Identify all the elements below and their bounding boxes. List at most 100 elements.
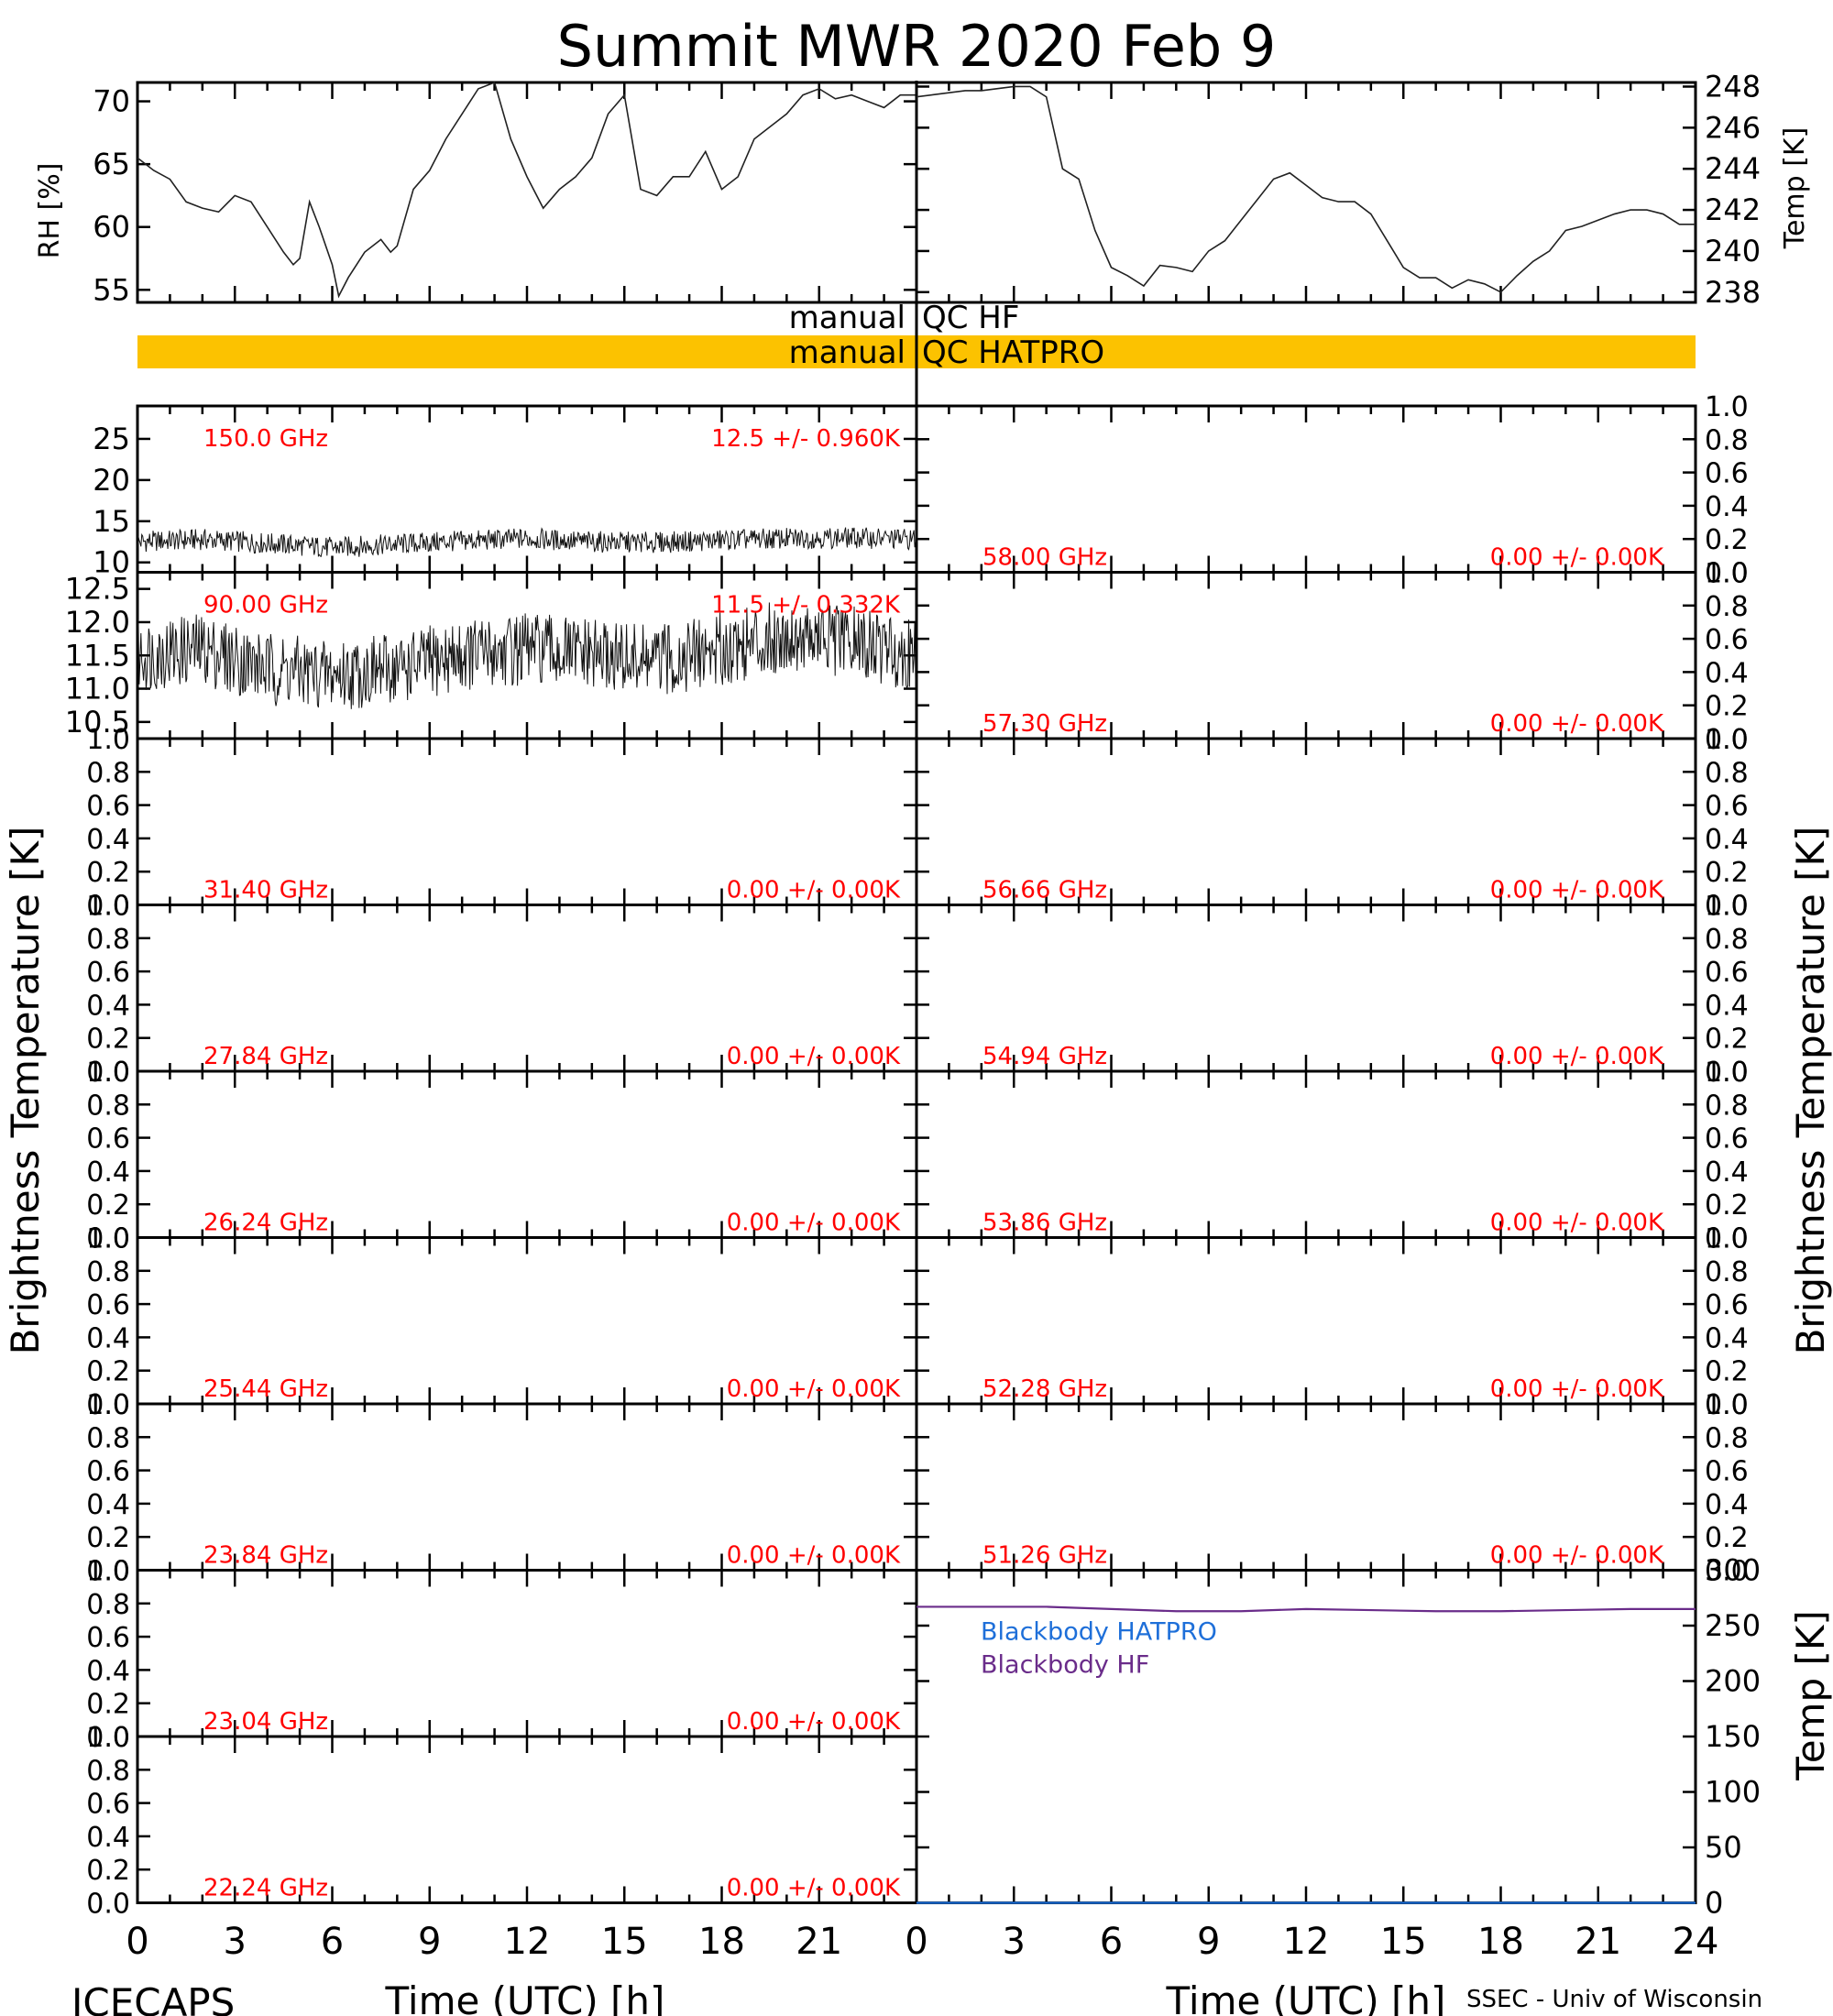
ylabel-temp-bottom: Temp [K]	[1788, 1610, 1833, 1781]
x-tick-right: 0	[905, 1921, 927, 1963]
panel-left-2-ytick-label: 12.5	[65, 572, 130, 607]
panel-right-3-ytick-label: 0.0	[1705, 891, 1749, 923]
panel-left-9-ytick-label: 0.8	[86, 1755, 130, 1787]
x-tick-right: 18	[1477, 1921, 1524, 1963]
rh-panel-frame	[136, 81, 918, 304]
panel-left-8-freq-label: 23.04 GHz	[203, 1708, 328, 1736]
qc-hf-right-label: QC HF	[922, 300, 1019, 336]
panel-left-5-stat-label: 0.00 +/- 0.00K	[727, 1210, 901, 1237]
panel-left-3-ytick-label: 0.8	[86, 757, 130, 789]
footer-left: ICECAPS	[71, 1980, 235, 2016]
x-tick-left: 12	[504, 1921, 551, 1963]
panel-left-4-ytick-label: 1.0	[86, 891, 130, 923]
panel-right-4-ytick-label: 0.2	[1705, 1024, 1749, 1056]
panel-left-1-ytick-label: 15	[93, 504, 130, 539]
ylabel-brightness-right: Brightness Temperature [K]	[1788, 827, 1833, 1355]
temp-panel-ytick-label: 242	[1705, 192, 1761, 227]
panel-right-6-ytick-label: 1.0	[1705, 1223, 1749, 1255]
panel-left-8-ytick-label: 0.2	[86, 1689, 130, 1721]
panel-left-3-stat-label: 0.00 +/- 0.00K	[727, 877, 901, 904]
panel-left-8-ytick-label: 0.8	[86, 1589, 130, 1621]
panel-left-6-ytick-label: 0.8	[86, 1256, 130, 1288]
panel-left-2-ytick-label: 11.0	[65, 672, 130, 707]
panel-right-7-ytick-label: 0.8	[1705, 1422, 1749, 1454]
panel-left-2-series-line	[137, 602, 917, 709]
panel-left-5-ytick-label: 0.8	[86, 1090, 130, 1122]
blackbody-panel-ytick-label: 300	[1705, 1553, 1761, 1588]
panel-right-4-freq-label: 54.94 GHz	[982, 1043, 1107, 1070]
panel-left-6-ytick-label: 0.0	[86, 1389, 130, 1421]
blackbody-legend-1: Blackbody HATPRO	[981, 1618, 1217, 1647]
panel-left-9-ytick-label: 0.4	[86, 1822, 130, 1854]
panel-right-7-ytick-label: 0.0	[1705, 1556, 1749, 1588]
panel-left-4-stat-label: 0.00 +/- 0.00K	[727, 1043, 901, 1070]
panel-right-2-ytick-label: 0.0	[1705, 724, 1749, 756]
x-tick-right: 15	[1380, 1921, 1427, 1963]
x-tick-right: 6	[1100, 1921, 1123, 1963]
panel-left-4-ytick-label: 0.8	[86, 924, 130, 956]
panels: 55 60 65 70 238 240 242 244 246 248 10 15 20 25 150.0 …	[65, 69, 1761, 1920]
panel-right-3-ytick-label: 0.2	[1705, 857, 1749, 889]
qc-hatpro-right-label: QC HATPRO	[922, 334, 1104, 371]
panel-right-4-stat-label: 0.00 +/- 0.00K	[1490, 1043, 1664, 1070]
panel-right-1-ytick-label: 1.0	[1705, 391, 1749, 423]
panel-right-5-freq-label: 53.86 GHz	[982, 1210, 1107, 1237]
blackbody-panel-ytick-label: 200	[1705, 1664, 1761, 1699]
panel-right-6-ytick-label: 0.0	[1705, 1389, 1749, 1421]
panel-right-7-stat-label: 0.00 +/- 0.00K	[1490, 1542, 1664, 1570]
panel-right-7-ytick-label: 0.2	[1705, 1522, 1749, 1554]
panel-right-6-stat-label: 0.00 +/- 0.00K	[1490, 1375, 1664, 1403]
panel-left-2-ytick-label: 11.5	[65, 638, 130, 673]
panel-left-4-ytick-label: 0.4	[86, 990, 130, 1022]
panel-right-3-ytick-label: 0.4	[1705, 824, 1749, 856]
panel-left-7-ytick-label: 0.2	[86, 1522, 130, 1554]
panel-left-2-ytick-label: 10.5	[65, 705, 130, 740]
panel-left-7-ytick-label: 0.6	[86, 1456, 130, 1488]
panel-right-3-stat-label: 0.00 +/- 0.00K	[1490, 877, 1664, 904]
panel-right-3-ytick-label: 0.8	[1705, 757, 1749, 789]
panel-right-1-ytick-label: 0.0	[1705, 558, 1749, 590]
panel-left-6-stat-label: 0.00 +/- 0.00K	[727, 1375, 901, 1403]
panel-right-5-stat-label: 0.00 +/- 0.00K	[1490, 1210, 1664, 1237]
panel-left-4-freq-label: 27.84 GHz	[203, 1043, 328, 1070]
panel-right-5-ytick-label: 0.8	[1705, 1090, 1749, 1122]
panel-left-1-series-line	[137, 527, 917, 558]
panel-left-4-ytick-label: 0.6	[86, 957, 130, 989]
panel-left-7-ytick-label: 0.0	[86, 1556, 130, 1588]
panel-left-1-ytick-label: 20	[93, 463, 130, 498]
panel-right-5-ytick-label: 0.4	[1705, 1156, 1749, 1189]
x-tick-left: 0	[126, 1921, 148, 1963]
panel-left-7-ytick-label: 0.4	[86, 1489, 130, 1521]
panel-left-5-ytick-label: 0.4	[86, 1156, 130, 1189]
temp-panel-ytick-label: 240	[1705, 234, 1761, 268]
panel-left-5-ytick-label: 1.0	[86, 1057, 130, 1089]
panel-right-1-ytick-label: 0.2	[1705, 524, 1749, 556]
x-tick-right: 9	[1197, 1921, 1220, 1963]
panel-left-1-stat-label: 12.5 +/- 0.960K	[711, 425, 901, 453]
panel-left-2-ytick-label: 12.0	[65, 605, 130, 640]
x-tick-left: 15	[601, 1921, 648, 1963]
temp-panel-ytick-label: 246	[1705, 110, 1761, 145]
rh-panel-ytick-label: 70	[93, 84, 130, 119]
ylabel-temp-top: Temp [K]	[1779, 127, 1811, 250]
panel-left-9-ytick-label: 0.6	[86, 1789, 130, 1821]
panel-right-4-ytick-label: 0.6	[1705, 957, 1749, 989]
panel-left-9-ytick-label: 0.2	[86, 1855, 130, 1887]
panel-left-9-stat-label: 0.00 +/- 0.00K	[727, 1875, 901, 1902]
rh-panel-ytick-label: 65	[93, 147, 130, 181]
panel-right-2-ytick-label: 0.8	[1705, 591, 1749, 623]
temp-panel-ytick-label: 238	[1705, 275, 1761, 310]
panel-left-1-ytick-label: 25	[93, 422, 130, 456]
x-tick-right: 3	[1003, 1921, 1026, 1963]
panel-left-6-ytick-label: 0.6	[86, 1289, 130, 1321]
panel-right-1-stat-label: 0.00 +/- 0.00K	[1490, 544, 1664, 572]
panel-left-8-ytick-label: 0.6	[86, 1622, 130, 1654]
x-tick-left: 9	[418, 1921, 441, 1963]
panel-left-7-stat-label: 0.00 +/- 0.00K	[727, 1542, 901, 1570]
panel-right-7-freq-label: 51.26 GHz	[982, 1542, 1107, 1570]
panel-right-2-freq-label: 57.30 GHz	[982, 710, 1107, 738]
footer-right: SSEC - Univ of Wisconsin	[1466, 1986, 1762, 2013]
x-tick-left: 21	[796, 1921, 842, 1963]
blackbody-panel-ytick-label: 150	[1705, 1719, 1761, 1754]
qc-hf-left-label: manual	[789, 300, 906, 336]
